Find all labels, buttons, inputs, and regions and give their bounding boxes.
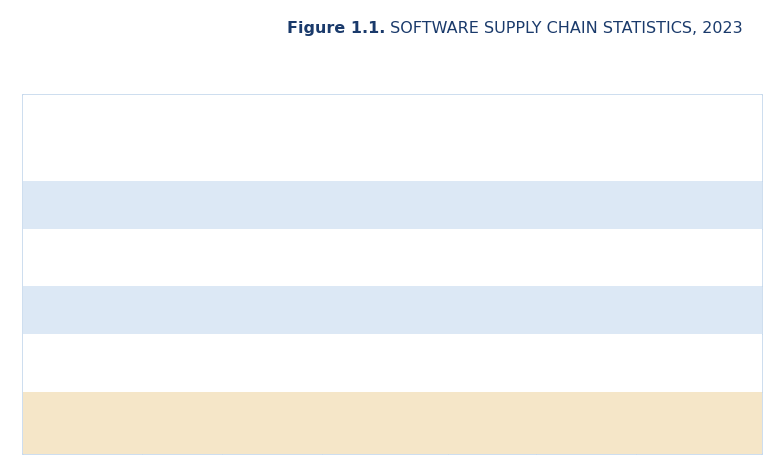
Text: 25%: 25% <box>571 198 601 211</box>
Text: 2.6T: 2.6T <box>370 251 400 264</box>
Text: 2.5M: 2.5M <box>165 251 199 264</box>
Text: 261B: 261B <box>367 304 403 317</box>
Text: JavaScript
(npm): JavaScript (npm) <box>47 243 118 272</box>
Text: 28%: 28% <box>477 198 507 211</box>
Text: 17: 17 <box>691 357 708 369</box>
Text: 2023 Annual
Request Volume
Estimate: 2023 Annual Request Volume Estimate <box>334 120 436 155</box>
Text: Java (Maven): Java (Maven) <box>36 198 129 211</box>
Text: 15: 15 <box>691 416 708 429</box>
Text: 367K: 367K <box>164 357 200 369</box>
Text: Total
Projects: Total Projects <box>156 127 208 149</box>
Text: 31%: 31% <box>571 304 601 317</box>
Text: .NET (NuGet
Gallery): .NET (NuGet Gallery) <box>39 349 126 377</box>
Text: 28%: 28% <box>477 304 507 317</box>
Text: 4.8M: 4.8M <box>255 304 290 317</box>
Text: 33%: 33% <box>571 416 601 429</box>
Text: 10: 10 <box>691 304 708 317</box>
Text: 12.2M: 12.2M <box>250 198 293 211</box>
Text: SOFTWARE SUPPLY CHAIN STATISTICS, 2023: SOFTWARE SUPPLY CHAIN STATISTICS, 2023 <box>385 21 742 36</box>
Text: 4: 4 <box>404 353 409 362</box>
Text: 43%: 43% <box>571 357 601 369</box>
Text: 18%: 18% <box>571 251 601 264</box>
Text: Ecosystem: Ecosystem <box>49 133 116 143</box>
Text: Python (PyPI): Python (PyPI) <box>34 304 131 317</box>
Text: YoY Download
Growth: YoY Download Growth <box>542 127 630 149</box>
Text: 15: 15 <box>691 251 708 264</box>
Text: 29%: 29% <box>477 416 507 429</box>
Text: 162B: 162B <box>367 357 403 369</box>
Text: 37M: 37M <box>257 251 287 264</box>
Text: 27%: 27% <box>477 251 507 264</box>
Text: 60M: 60M <box>257 416 287 429</box>
Text: 557K: 557K <box>164 198 200 211</box>
Text: YoY Project
Growth: YoY Project Growth <box>457 127 527 149</box>
Text: 28%: 28% <box>477 357 507 369</box>
Text: Totals/Averages: Totals/Averages <box>27 416 138 429</box>
Text: Figure 1.1.: Figure 1.1. <box>286 21 385 36</box>
Text: 3.9M: 3.9M <box>165 416 199 429</box>
Text: Average Versions
Released per
Project: Average Versions Released per Project <box>644 120 754 155</box>
Text: 3: 3 <box>404 300 409 309</box>
Text: 1.0T: 1.0T <box>370 198 400 211</box>
Text: 6M: 6M <box>262 357 283 369</box>
Text: 22: 22 <box>691 198 708 211</box>
Text: Total Project
Versions: Total Project Versions <box>233 127 311 149</box>
Text: 2: 2 <box>404 247 409 256</box>
Text: 475K: 475K <box>164 304 200 317</box>
Text: 4T: 4T <box>377 416 393 429</box>
